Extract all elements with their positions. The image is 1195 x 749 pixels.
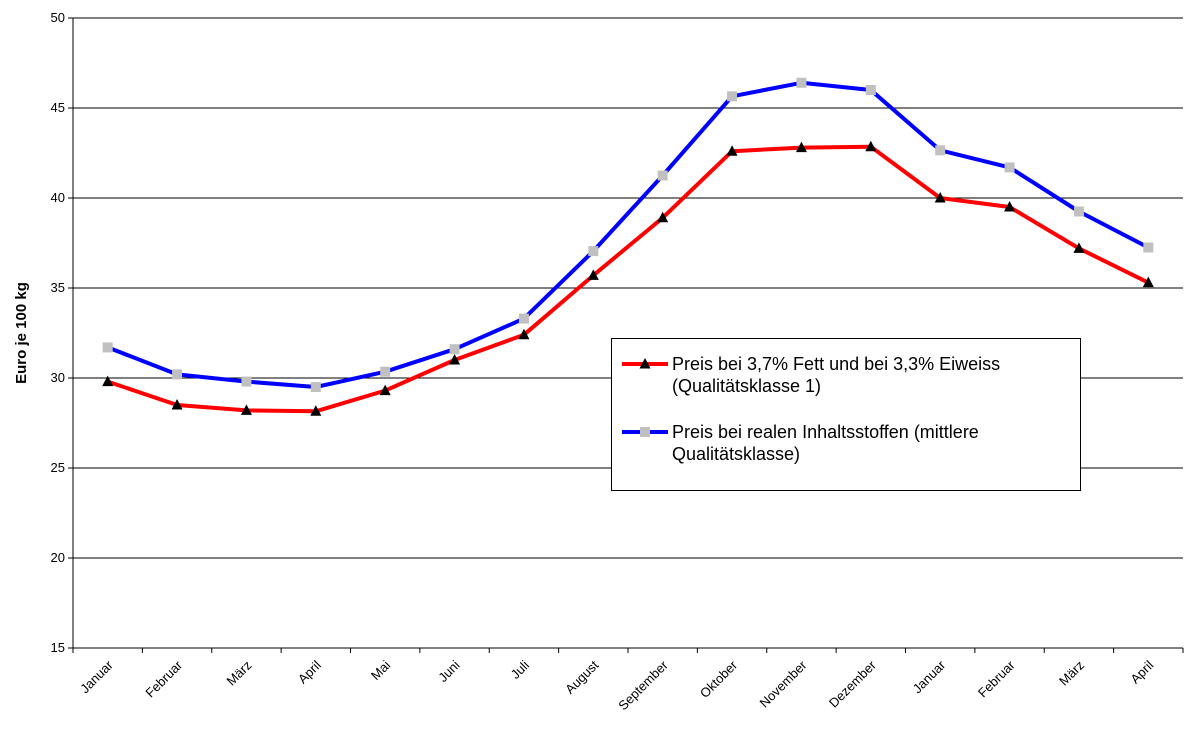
marker xyxy=(1142,276,1154,288)
y-tick-label: 25 xyxy=(51,460,65,475)
marker xyxy=(865,85,876,95)
x-tick-label: Januar xyxy=(910,657,949,696)
marker xyxy=(380,366,391,377)
legend-label: Preis bei 3,7% Fett und bei 3,3% Eiweiss… xyxy=(672,354,1001,396)
x-tick-label: Dezember xyxy=(826,657,879,710)
marker xyxy=(587,269,599,280)
marker xyxy=(518,313,529,324)
legend-swatch xyxy=(622,427,668,437)
marker xyxy=(726,145,738,156)
legend-entry: Preis bei realen Inhaltsstoffen (mittler… xyxy=(622,421,1074,465)
marker xyxy=(172,369,183,380)
marker xyxy=(1073,206,1084,217)
marker xyxy=(934,192,946,203)
y-tick-label: 30 xyxy=(51,370,65,385)
marker xyxy=(1143,242,1154,253)
marker xyxy=(588,246,599,257)
marker xyxy=(102,342,113,353)
marker xyxy=(310,405,322,416)
x-tick-label: Februar xyxy=(142,657,185,700)
y-tick-label: 20 xyxy=(51,550,65,565)
marker xyxy=(640,427,650,437)
y-tick-label: 15 xyxy=(51,640,65,655)
x-tick-label: Februar xyxy=(975,657,1018,700)
marker xyxy=(796,77,807,88)
x-tick-label: August xyxy=(562,657,601,696)
marker xyxy=(795,141,807,153)
x-tick-label: November xyxy=(757,657,810,710)
legend-label: Preis bei realen Inhaltsstoffen (mittler… xyxy=(672,422,979,464)
x-tick-label: September xyxy=(615,657,671,713)
marker xyxy=(1004,162,1015,173)
y-tick-label: 40 xyxy=(51,190,65,205)
marker xyxy=(865,140,877,152)
marker xyxy=(240,404,252,415)
marker xyxy=(171,399,183,410)
marker xyxy=(657,170,668,181)
series-line xyxy=(107,144,1150,414)
marker xyxy=(449,354,461,365)
x-tick-label: März xyxy=(1056,658,1087,689)
legend-swatch xyxy=(622,358,668,369)
marker xyxy=(727,91,738,102)
y-tick-label: 35 xyxy=(51,280,65,295)
marker xyxy=(935,145,946,156)
legend-entry: Preis bei 3,7% Fett und bei 3,3% Eiweiss… xyxy=(622,353,1074,397)
marker xyxy=(449,344,460,355)
y-tick-label: 45 xyxy=(51,100,65,115)
marker xyxy=(657,211,669,223)
marker xyxy=(379,384,391,396)
marker xyxy=(310,382,321,392)
legend: Preis bei 3,7% Fett und bei 3,3% Eiweiss… xyxy=(611,338,1081,491)
x-tick-label: Juli xyxy=(508,657,532,681)
marker xyxy=(518,328,530,340)
x-tick-label: Oktober xyxy=(697,657,741,701)
marker xyxy=(1073,242,1085,253)
y-tick-label: 50 xyxy=(51,10,65,25)
marker xyxy=(241,376,252,387)
x-tick-label: März xyxy=(224,658,255,689)
x-tick-label: Mai xyxy=(368,657,393,682)
marker xyxy=(639,358,651,369)
x-tick-label: Januar xyxy=(77,657,116,696)
y-axis-label: Euro je 100 kg xyxy=(13,282,30,384)
marker xyxy=(102,375,114,387)
x-tick-label: April xyxy=(295,657,324,686)
series-line xyxy=(106,80,1150,389)
marker xyxy=(1004,201,1016,212)
x-tick-label: April xyxy=(1127,657,1156,686)
x-tick-label: Juni xyxy=(435,657,463,685)
